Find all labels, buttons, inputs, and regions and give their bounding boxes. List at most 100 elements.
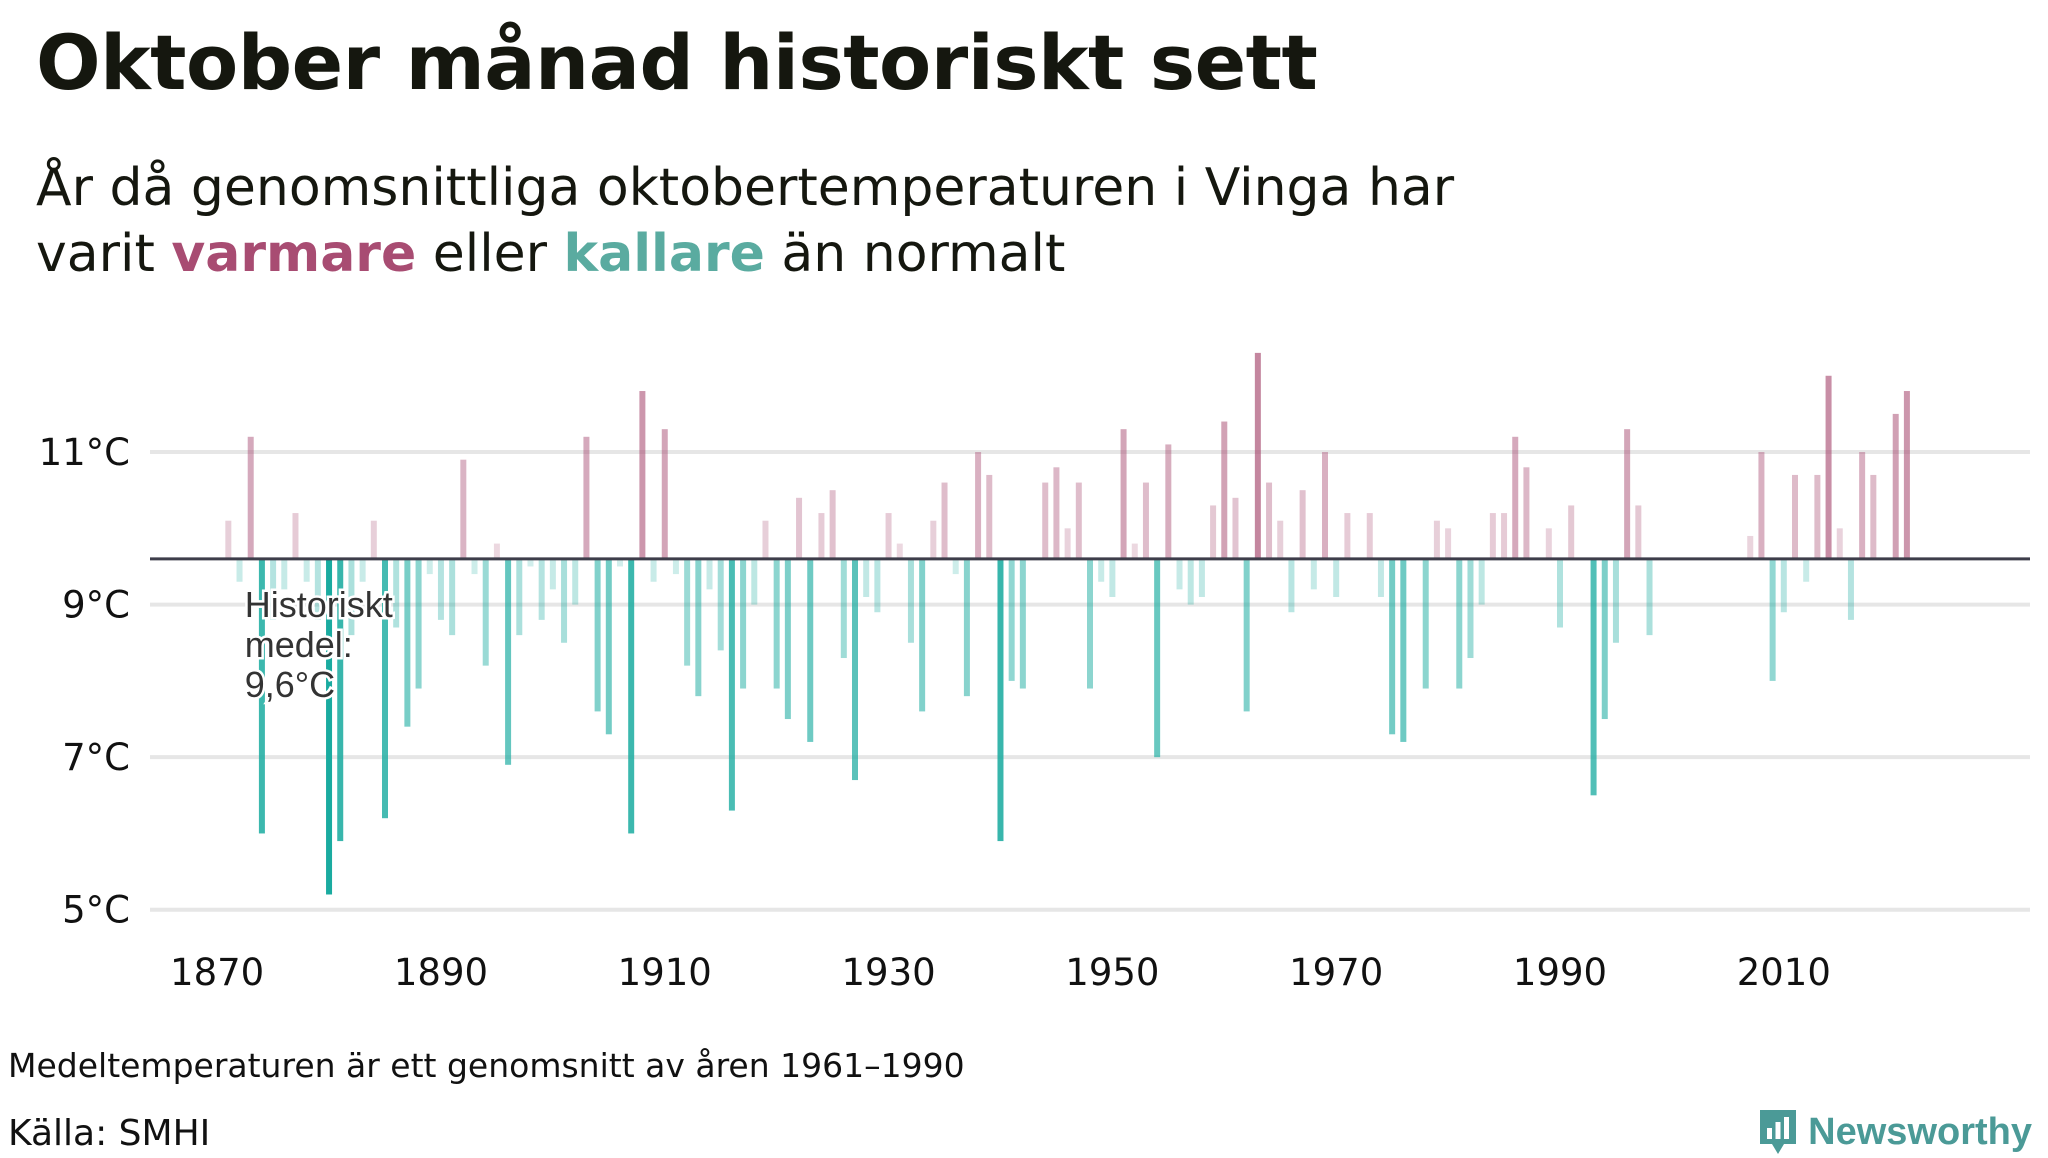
- bar: [527, 558, 534, 567]
- bar: [1064, 528, 1071, 559]
- bar: [437, 558, 444, 620]
- bar: [1131, 543, 1138, 559]
- bar: [952, 558, 959, 575]
- bar: [1545, 528, 1552, 559]
- bar: [684, 558, 691, 666]
- bar: [236, 558, 243, 582]
- bar: [628, 558, 635, 834]
- bar: [303, 558, 310, 582]
- x-axis-ticks: 1870 1890 1910 1930 1950 1970 1990 2010: [170, 951, 1831, 994]
- bar: [661, 429, 668, 559]
- bar: [561, 558, 568, 643]
- bar: [1075, 482, 1082, 559]
- bar: [997, 558, 1004, 842]
- bar: [975, 452, 982, 559]
- bar: [1243, 558, 1250, 712]
- bar: [907, 558, 914, 643]
- bar: [885, 513, 892, 559]
- bar: [1590, 558, 1597, 796]
- source: Källa: SMHI: [8, 1113, 211, 1154]
- bar: [919, 558, 926, 712]
- bar: [1635, 505, 1642, 559]
- bar: [896, 543, 903, 559]
- bar: [1165, 444, 1172, 559]
- bar: [1870, 474, 1877, 559]
- bar: [740, 558, 747, 689]
- bar: [594, 558, 601, 712]
- bar: [751, 558, 758, 605]
- bar: [1769, 558, 1776, 681]
- bar: [1601, 558, 1608, 720]
- bar: [1008, 558, 1015, 681]
- bar: [1758, 452, 1765, 559]
- bar: [672, 558, 679, 575]
- bar: [1467, 558, 1474, 659]
- bar: [650, 558, 657, 582]
- brand-name: Newsworthy: [1808, 1110, 2032, 1153]
- bar: [1176, 558, 1183, 590]
- newsworthy-logo-icon: [1760, 1110, 1797, 1154]
- cold-word: kallare: [563, 224, 765, 284]
- bar: [1254, 352, 1261, 559]
- bar: [941, 482, 948, 559]
- bar: [706, 558, 713, 590]
- brand[interactable]: Newsworthy: [1756, 1106, 2032, 1158]
- bar: [1489, 513, 1496, 559]
- bar: [348, 558, 355, 636]
- subtitle-prefix: varit: [36, 224, 172, 284]
- y-tick-label: 11°C: [39, 431, 130, 474]
- bar: [1892, 413, 1899, 559]
- bar: [1310, 558, 1317, 590]
- warm-word: varmare: [171, 224, 417, 284]
- bar: [1747, 535, 1754, 559]
- bar: [1400, 558, 1407, 742]
- subtitle-middle: eller: [416, 224, 564, 284]
- bar: [1053, 467, 1060, 559]
- bar: [281, 558, 288, 590]
- bar: [549, 558, 556, 590]
- bar: [471, 558, 478, 575]
- bar: [863, 558, 870, 597]
- bar: [1792, 474, 1798, 559]
- page-title: Oktober månad historiskt sett: [36, 18, 1318, 107]
- bar: [1557, 558, 1563, 628]
- bar: [1836, 528, 1843, 559]
- bar: [270, 558, 277, 620]
- bar: [807, 558, 814, 742]
- bar: [1142, 482, 1149, 559]
- bar: [728, 558, 735, 811]
- bar: [1098, 558, 1105, 582]
- subtitle: År då genomsnittliga oktobertemperaturen…: [36, 155, 1836, 287]
- y-tick-label: 9°C: [62, 584, 130, 627]
- bar: [1344, 513, 1351, 559]
- bar: [449, 558, 456, 636]
- bar: [572, 558, 579, 605]
- bar: [1019, 558, 1026, 689]
- bar: [1612, 558, 1619, 643]
- bar: [1433, 520, 1440, 559]
- subtitle-line-2: varit varmare eller kallare än normalt: [36, 221, 1836, 287]
- bar: [1624, 429, 1631, 559]
- bars: [225, 352, 1910, 895]
- bar: [505, 558, 512, 765]
- bar: [426, 558, 433, 575]
- bar: [1366, 513, 1373, 559]
- bar: [326, 558, 333, 895]
- bar: [1109, 558, 1116, 597]
- bar: [1389, 558, 1396, 735]
- bar: [314, 558, 321, 620]
- bar: [1847, 558, 1854, 620]
- bar: [370, 520, 377, 559]
- x-tick-label: 1930: [841, 951, 935, 994]
- x-tick-label: 1990: [1513, 951, 1607, 994]
- bar: [1859, 452, 1866, 559]
- x-tick-label: 2010: [1737, 951, 1831, 994]
- bar: [1333, 558, 1340, 597]
- bar: [258, 558, 265, 834]
- bar: [1501, 513, 1508, 559]
- bar: [1288, 558, 1295, 613]
- bar: [1478, 558, 1485, 605]
- x-tick-label: 1950: [1065, 951, 1159, 994]
- bar: [1780, 558, 1787, 613]
- bar: [840, 558, 847, 659]
